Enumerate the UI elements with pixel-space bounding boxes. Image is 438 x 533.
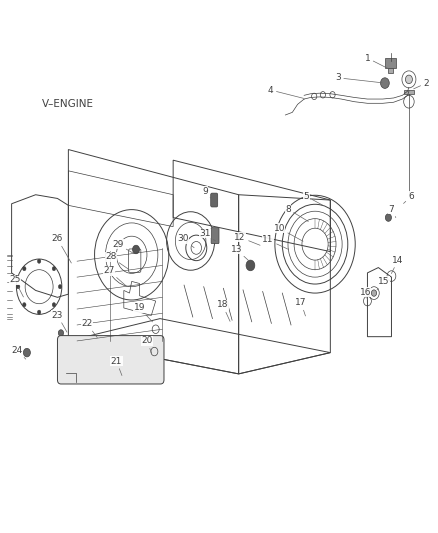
Text: 21: 21 — [111, 357, 122, 376]
Circle shape — [16, 285, 20, 289]
Text: 12: 12 — [234, 233, 260, 245]
Text: 10: 10 — [273, 224, 303, 241]
Text: 28: 28 — [105, 253, 128, 269]
Text: 17: 17 — [295, 298, 307, 316]
Text: 22: 22 — [81, 319, 97, 337]
Circle shape — [23, 349, 30, 357]
Circle shape — [246, 260, 255, 271]
Text: 16: 16 — [360, 287, 371, 300]
Text: 23: 23 — [52, 311, 67, 332]
FancyBboxPatch shape — [57, 336, 164, 384]
Circle shape — [52, 303, 56, 307]
Text: 27: 27 — [103, 266, 126, 286]
Circle shape — [406, 75, 413, 84]
FancyBboxPatch shape — [211, 228, 219, 244]
Text: 1: 1 — [364, 54, 388, 69]
Text: V–ENGINE: V–ENGINE — [42, 99, 94, 109]
Text: 26: 26 — [52, 235, 71, 263]
Bar — [388, 68, 393, 73]
Text: 18: 18 — [217, 300, 230, 321]
Text: 9: 9 — [202, 187, 212, 199]
Circle shape — [37, 310, 41, 314]
Text: 31: 31 — [199, 229, 215, 241]
Text: 25: 25 — [9, 275, 24, 297]
Text: 3: 3 — [335, 73, 382, 83]
Circle shape — [58, 285, 62, 289]
Circle shape — [22, 303, 26, 307]
Text: 24: 24 — [12, 346, 26, 359]
Circle shape — [371, 290, 377, 296]
Text: 15: 15 — [377, 277, 390, 290]
Bar — [404, 90, 414, 94]
Circle shape — [385, 214, 392, 221]
FancyBboxPatch shape — [211, 193, 218, 207]
Text: 19: 19 — [134, 303, 152, 322]
Text: 4: 4 — [268, 85, 304, 99]
Text: 5: 5 — [304, 192, 324, 206]
Text: 7: 7 — [389, 205, 396, 217]
Circle shape — [22, 266, 26, 271]
Text: 29: 29 — [112, 240, 134, 253]
Text: 14: 14 — [392, 256, 404, 273]
Circle shape — [58, 330, 64, 336]
Text: 8: 8 — [285, 205, 308, 222]
Text: 2: 2 — [413, 78, 429, 89]
Text: 11: 11 — [262, 236, 289, 249]
Text: 13: 13 — [231, 245, 248, 261]
Text: 6: 6 — [403, 192, 414, 204]
Bar — [385, 58, 396, 68]
Circle shape — [381, 78, 389, 88]
Text: 20: 20 — [141, 336, 153, 353]
Circle shape — [133, 245, 140, 254]
Text: 30: 30 — [177, 235, 194, 248]
Circle shape — [52, 266, 56, 271]
Circle shape — [37, 259, 41, 263]
